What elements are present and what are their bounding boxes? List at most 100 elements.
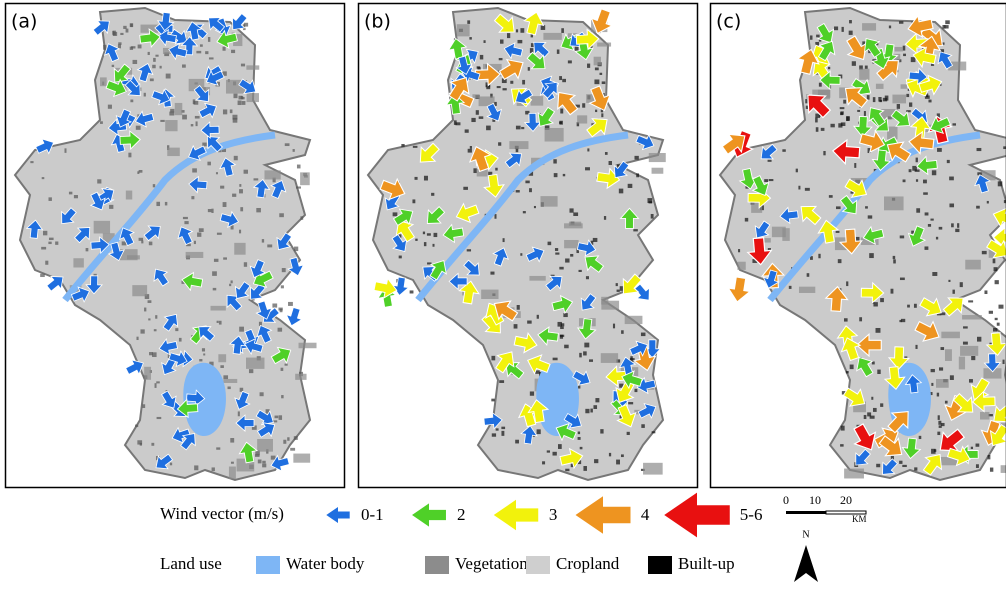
built-up-patch bbox=[148, 52, 150, 55]
built-up-patch bbox=[517, 305, 520, 310]
built-up-patch bbox=[217, 233, 222, 235]
built-up-patch bbox=[957, 223, 959, 228]
built-up-patch bbox=[553, 159, 556, 163]
built-up-patch bbox=[282, 268, 286, 272]
built-up-patch bbox=[816, 35, 820, 38]
built-up-patch bbox=[846, 116, 849, 121]
built-up-patch bbox=[769, 179, 774, 181]
built-up-patch bbox=[583, 466, 587, 471]
built-up-patch bbox=[232, 194, 236, 197]
built-up-patch bbox=[968, 300, 973, 302]
built-up-patch bbox=[128, 153, 131, 158]
vegetation-patch bbox=[264, 170, 280, 179]
built-up-patch bbox=[558, 444, 562, 449]
built-up-patch bbox=[899, 21, 903, 24]
built-up-patch bbox=[969, 379, 973, 383]
built-up-patch bbox=[796, 169, 798, 173]
built-up-patch bbox=[136, 337, 138, 340]
vegetation-patch bbox=[965, 260, 981, 270]
built-up-patch bbox=[537, 315, 539, 319]
built-up-patch bbox=[846, 281, 848, 286]
built-up-patch bbox=[865, 66, 868, 69]
built-up-patch bbox=[636, 173, 639, 177]
built-up-patch bbox=[155, 55, 158, 57]
built-up-patch bbox=[149, 242, 153, 246]
built-up-patch bbox=[651, 214, 654, 219]
built-up-patch bbox=[594, 79, 599, 84]
built-up-patch bbox=[633, 229, 638, 231]
built-up-patch bbox=[621, 454, 624, 457]
built-up-patch bbox=[955, 229, 959, 232]
built-up-patch bbox=[988, 455, 991, 459]
built-up-patch bbox=[153, 184, 155, 187]
built-up-patch bbox=[103, 45, 106, 50]
built-up-patch bbox=[217, 321, 219, 323]
built-up-patch bbox=[971, 447, 973, 449]
wind-legend-label: 2 bbox=[457, 505, 466, 524]
built-up-patch bbox=[170, 463, 172, 466]
built-up-patch bbox=[938, 415, 940, 420]
built-up-patch bbox=[214, 259, 219, 262]
vegetation-patch bbox=[960, 346, 978, 356]
built-up-patch bbox=[499, 58, 503, 60]
built-up-patch bbox=[585, 409, 589, 413]
built-up-patch bbox=[560, 326, 564, 329]
vegetation-patch bbox=[876, 84, 884, 89]
built-up-patch bbox=[135, 425, 138, 428]
built-up-patch bbox=[963, 342, 968, 345]
built-up-patch bbox=[873, 97, 876, 102]
built-up-patch bbox=[501, 427, 505, 429]
north-label: N bbox=[802, 529, 809, 540]
built-up-patch bbox=[74, 195, 78, 198]
built-up-patch bbox=[819, 83, 822, 87]
vegetation-patch bbox=[246, 65, 259, 69]
built-up-patch bbox=[621, 330, 624, 334]
vegetation-patch bbox=[601, 353, 618, 363]
built-up-patch bbox=[836, 206, 841, 209]
vegetation-patch bbox=[564, 240, 579, 248]
built-up-patch bbox=[207, 162, 210, 166]
built-up-patch bbox=[995, 280, 999, 284]
built-up-patch bbox=[479, 116, 484, 119]
built-up-patch bbox=[846, 371, 849, 373]
built-up-patch bbox=[878, 97, 881, 102]
built-up-patch bbox=[997, 323, 1000, 326]
built-up-patch bbox=[911, 57, 916, 62]
built-up-patch bbox=[239, 230, 241, 234]
built-up-patch bbox=[241, 96, 243, 99]
built-up-patch bbox=[530, 391, 534, 395]
built-up-patch bbox=[150, 78, 154, 81]
built-up-patch bbox=[915, 345, 917, 349]
built-up-patch bbox=[491, 399, 494, 402]
scale-segment bbox=[786, 511, 826, 514]
built-up-patch bbox=[555, 252, 559, 254]
built-up-patch bbox=[494, 214, 496, 219]
built-up-patch bbox=[836, 231, 840, 233]
built-up-patch bbox=[200, 44, 203, 46]
built-up-patch bbox=[841, 426, 845, 431]
built-up-patch bbox=[568, 60, 572, 63]
built-up-patch bbox=[155, 315, 157, 319]
built-up-patch bbox=[900, 235, 904, 238]
built-up-patch bbox=[473, 168, 476, 173]
built-up-patch bbox=[590, 409, 592, 413]
built-up-patch bbox=[578, 432, 580, 435]
built-up-patch bbox=[175, 328, 178, 331]
built-up-patch bbox=[559, 76, 562, 80]
built-up-patch bbox=[48, 242, 51, 244]
built-up-patch bbox=[294, 436, 298, 440]
built-up-patch bbox=[415, 177, 418, 180]
built-up-patch bbox=[182, 64, 186, 67]
built-up-patch bbox=[945, 20, 950, 24]
built-up-patch bbox=[258, 460, 262, 464]
built-up-patch bbox=[503, 88, 507, 90]
built-up-patch bbox=[43, 231, 47, 236]
built-up-patch bbox=[840, 112, 843, 115]
built-up-patch bbox=[829, 195, 833, 198]
built-up-patch bbox=[476, 110, 479, 115]
vegetation-patch bbox=[218, 354, 226, 362]
built-up-patch bbox=[919, 436, 922, 439]
built-up-patch bbox=[877, 370, 880, 374]
built-up-patch bbox=[616, 460, 620, 465]
built-up-patch bbox=[287, 437, 289, 441]
